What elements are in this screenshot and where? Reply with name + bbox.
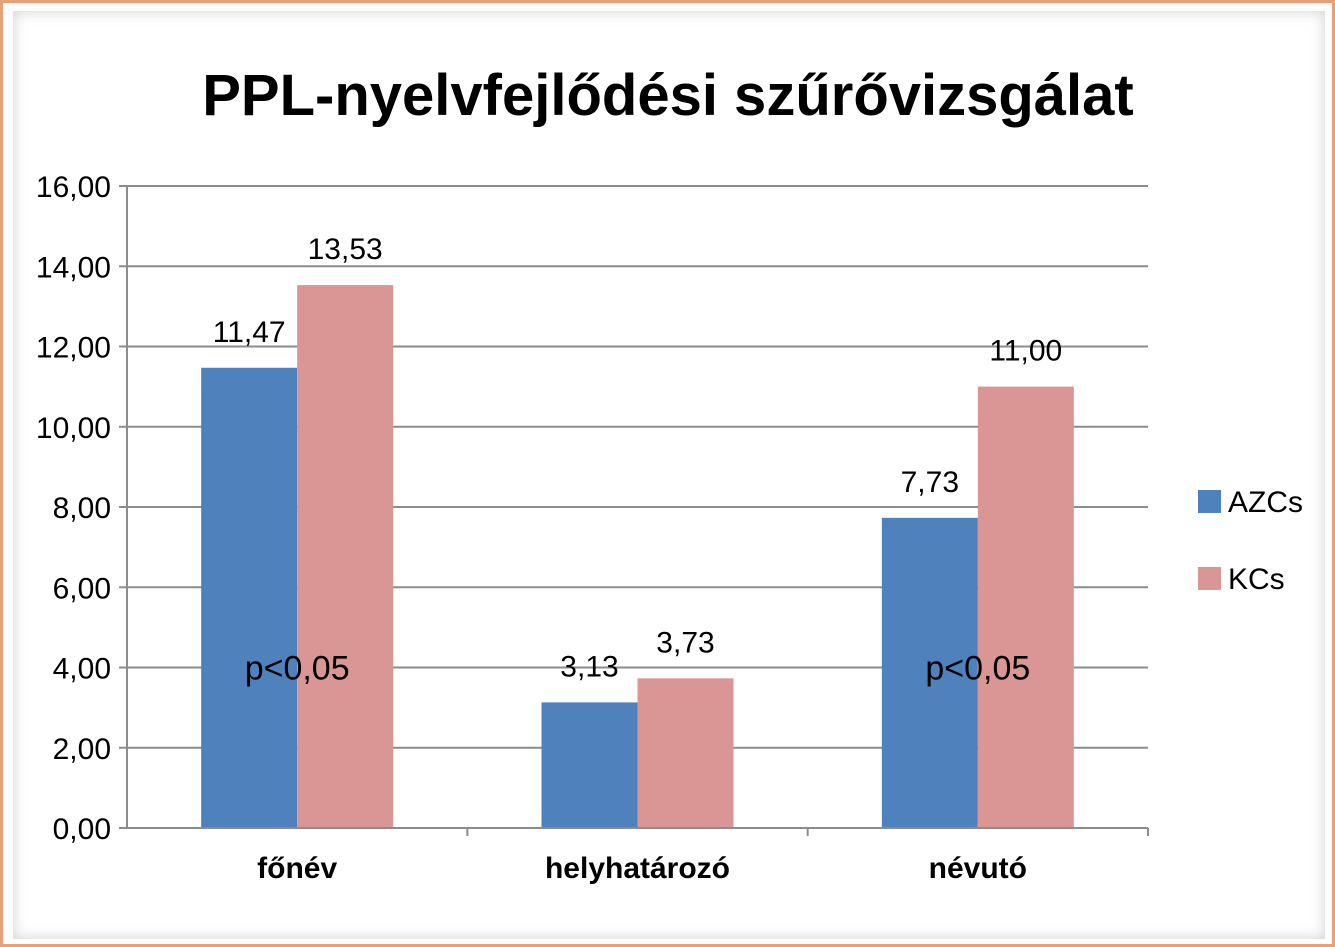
y-tick-label: 0,00 xyxy=(53,813,111,846)
data-labels: 11,47 13,53 3,13 3,73 7,73 11,00 xyxy=(213,233,1063,683)
bar-kcs-2 xyxy=(637,678,734,828)
bar-azcs-2 xyxy=(541,702,638,828)
bar-chart: PPL-nyelvfejlődési szűrővizsgálat 0,00 2,… xyxy=(36,63,1303,885)
y-tick-label: 14,00 xyxy=(36,251,111,284)
legend-swatch xyxy=(1198,490,1221,513)
data-label: 7,73 xyxy=(901,466,959,499)
chart-title: PPL-nyelvfejlődési szűrővizsgálat xyxy=(202,63,1134,128)
data-label: 13,53 xyxy=(308,233,383,266)
bar-kcs-3 xyxy=(977,386,1074,828)
significance-annotation: p<0,05 xyxy=(925,650,1030,688)
legend-label: KCs xyxy=(1228,563,1285,596)
y-tick-label: 8,00 xyxy=(53,492,111,525)
data-label: 3,13 xyxy=(560,650,618,683)
legend-swatch xyxy=(1198,567,1221,590)
bar-kcs-1 xyxy=(297,285,394,828)
significance-annotation: p<0,05 xyxy=(245,650,350,688)
bars xyxy=(201,285,1074,828)
bar-azcs-1 xyxy=(201,367,298,828)
data-label: 11,47 xyxy=(213,316,286,349)
y-tick-label: 4,00 xyxy=(53,653,111,686)
bar-azcs-3 xyxy=(881,517,978,828)
legend-label: AZCs xyxy=(1228,486,1303,519)
annotations: p<0,05 p<0,05 xyxy=(245,650,1031,688)
x-category-label: főnév xyxy=(257,852,337,885)
x-category-label: helyhatározó xyxy=(545,852,730,885)
y-tick-label: 16,00 xyxy=(36,171,111,204)
data-label: 11,00 xyxy=(989,335,1062,368)
y-tick-label: 6,00 xyxy=(53,572,111,605)
legend-item-azcs: AZCs xyxy=(1198,486,1303,519)
y-tick-label: 12,00 xyxy=(36,332,111,365)
legend-item-kcs: KCs xyxy=(1198,563,1285,596)
y-axis: 0,00 2,00 4,00 6,00 8,00 10,00 12,00 14,00 16,00 xyxy=(36,171,128,846)
x-axis: főnév helyhatározó névutó xyxy=(127,827,1149,885)
y-tick-label: 10,00 xyxy=(36,412,111,445)
x-category-label: névutó xyxy=(929,852,1027,885)
y-tick-label: 2,00 xyxy=(53,733,111,766)
data-label: 3,73 xyxy=(656,626,714,659)
legend: AZCs KCs xyxy=(1198,486,1303,596)
